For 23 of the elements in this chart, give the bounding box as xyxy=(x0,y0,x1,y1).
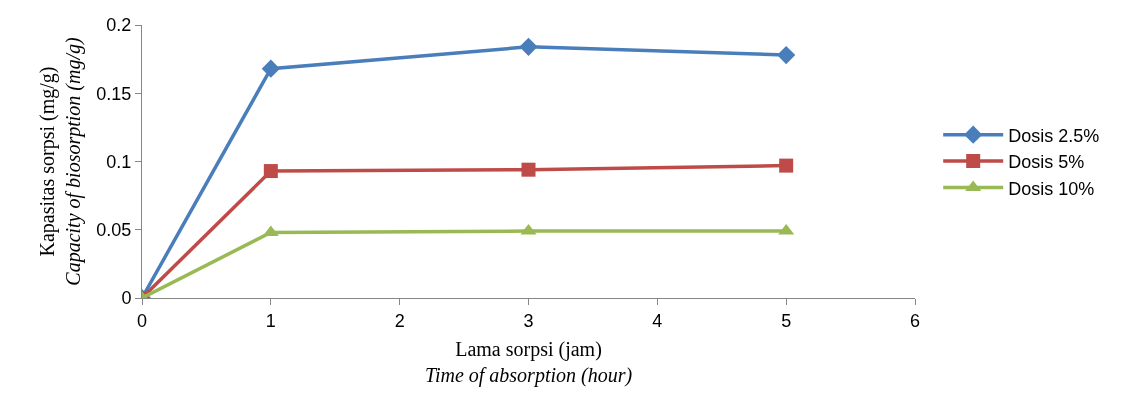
y-tick-label: 0.1 xyxy=(106,151,132,172)
point xyxy=(263,164,278,179)
x-tick-label: 2 xyxy=(394,310,405,331)
legend-label: Dosis 10% xyxy=(1008,178,1095,199)
x-tick-label: 6 xyxy=(909,310,921,331)
point xyxy=(777,45,796,65)
x-tick-label: 1 xyxy=(265,310,276,331)
point xyxy=(779,158,794,173)
point xyxy=(519,37,538,56)
x-tick-label: 4 xyxy=(652,310,663,331)
y-tick-label: 0.05 xyxy=(96,220,132,241)
legend-label: Dosis 2.5% xyxy=(1008,125,1100,146)
y-tick-label: 0 xyxy=(121,288,132,309)
x-axis-title: Lama sorpsi (jam) Time of absorption (hour) xyxy=(424,338,633,388)
point xyxy=(261,59,280,78)
y-tick-label: 0.2 xyxy=(106,15,132,36)
y-tick-label: 0.15 xyxy=(96,83,132,104)
legend-label: Dosis 5% xyxy=(1008,152,1085,173)
x-tick-label: 3 xyxy=(523,310,534,331)
y-axis-title: Kapasitas sorpsi (mg/g) Capacity of biosorption (mg/g) xyxy=(35,37,85,286)
point xyxy=(521,162,536,177)
x-tick-label: 0 xyxy=(136,310,148,331)
x-tick-label: 5 xyxy=(781,310,792,331)
